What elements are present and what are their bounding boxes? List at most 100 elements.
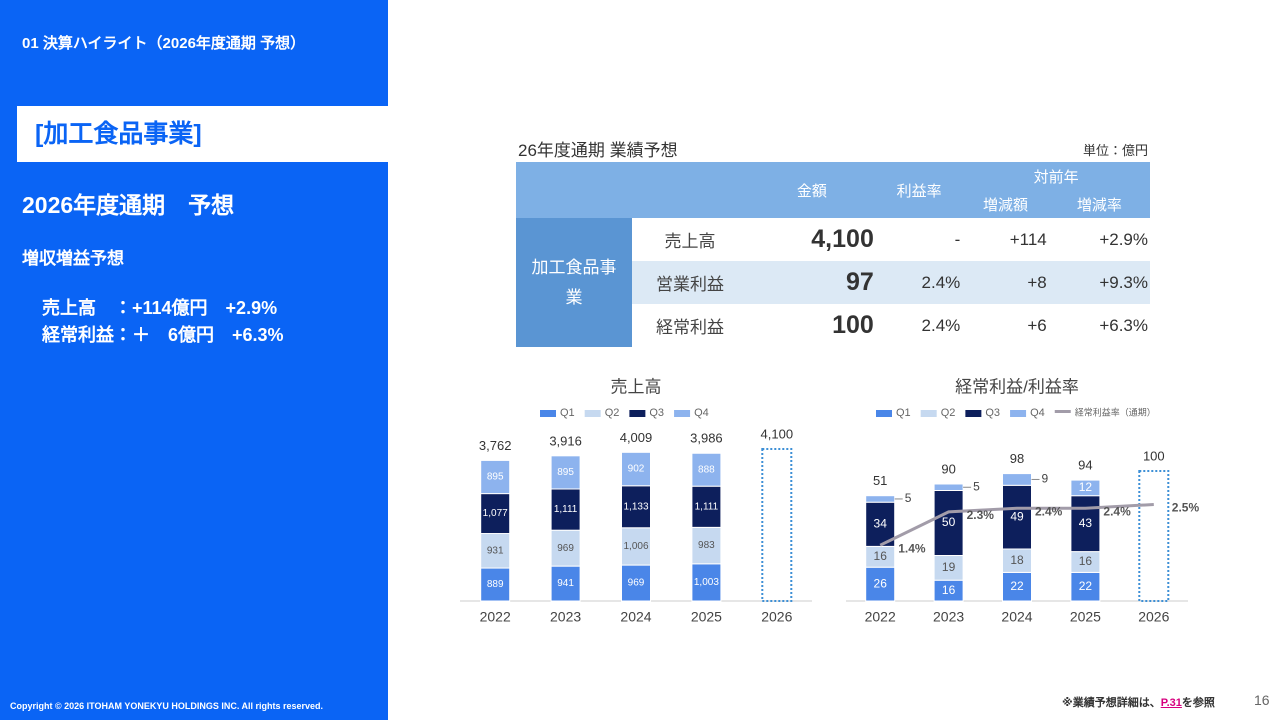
x-tick-label: 2023 — [550, 609, 581, 625]
legend-label: Q2 — [605, 407, 620, 419]
data-label: 34 — [874, 516, 888, 530]
chart-title: 経常利益/利益率 — [955, 377, 1079, 396]
bar-segment — [691, 526, 722, 565]
total-label: 100 — [1143, 448, 1165, 463]
bar-segment — [550, 488, 581, 531]
bar-segment — [550, 455, 581, 490]
bar-segment — [865, 566, 896, 602]
footnote: ※業績予想詳細は、P.31を参照 — [1062, 694, 1215, 710]
copyright: Copyright © 2026 ITOHAM YONEKYU HOLDINGS… — [10, 701, 324, 711]
cell: - — [954, 229, 961, 249]
total-label: 90 — [941, 461, 955, 476]
bar-segment — [691, 485, 722, 528]
legend-label: Q1 — [560, 407, 575, 419]
total-label: 94 — [1078, 458, 1092, 473]
data-label: 16 — [1079, 554, 1093, 568]
data-label: 931 — [487, 545, 504, 556]
data-label: 22 — [1010, 579, 1024, 593]
header-cell: 利益率 — [875, 162, 963, 218]
bar-segment — [691, 563, 722, 602]
forecast-box — [761, 448, 793, 602]
data-label: 5 — [905, 491, 912, 505]
data-label: 983 — [698, 540, 715, 551]
forecast-box — [1138, 470, 1170, 602]
cell: +6.3% — [1099, 315, 1148, 335]
bar-segment — [480, 493, 511, 535]
line-label: 2.4% — [1035, 504, 1063, 518]
data-label: 969 — [628, 578, 645, 589]
x-tick-label: 2026 — [761, 609, 792, 625]
data-label: 895 — [557, 467, 574, 478]
bar-segment — [621, 564, 651, 602]
row: 営業利益 97 2.4% +8 +9.3% — [516, 261, 1150, 304]
legend-swatch — [540, 410, 556, 417]
row-label: 経常利益 — [656, 318, 724, 337]
data-label: 49 — [1010, 509, 1024, 523]
data-label: 22 — [1079, 579, 1093, 593]
x-tick-label: 2026 — [1138, 609, 1169, 625]
data-label: 1,111 — [695, 501, 719, 512]
header-cell: 対前年 — [962, 162, 1150, 190]
x-tick-label: 2023 — [933, 609, 964, 625]
legend-label: Q1 — [896, 407, 911, 419]
line-label: 2.5% — [1172, 501, 1200, 515]
cell: 2.4% — [875, 261, 963, 304]
data-label: 12 — [1079, 480, 1093, 494]
legend-label: Q3 — [649, 407, 664, 419]
row-label: 売上高 — [664, 232, 716, 251]
chart-title: 売上高 — [611, 377, 662, 396]
data-label: 9 — [1042, 472, 1049, 486]
x-tick-label: 2022 — [865, 609, 896, 625]
bar-segment — [1070, 571, 1101, 602]
legend-swatch — [1010, 410, 1027, 417]
data-label: 888 — [698, 464, 715, 475]
total-label: 3,986 — [690, 431, 723, 446]
total-label: 3,916 — [549, 433, 582, 448]
line-label: 2.4% — [1103, 504, 1131, 518]
page-link[interactable]: P.31 — [1160, 697, 1182, 709]
legend-label: Q4 — [1030, 407, 1045, 419]
bar-segment — [1070, 479, 1101, 497]
bar-segment — [691, 452, 722, 487]
legend-swatch — [965, 410, 982, 417]
cell: +9.3% — [1048, 261, 1150, 304]
data-label: 969 — [557, 543, 574, 554]
total-label: 3,762 — [479, 438, 512, 453]
legend-swatch — [674, 410, 691, 417]
group-cell: 加工食品事業 — [516, 218, 632, 347]
ratio-line — [879, 503, 1154, 547]
header-cell: 増減額 — [962, 190, 1049, 218]
legend-label: Q3 — [985, 407, 1000, 419]
data-label: 941 — [557, 578, 574, 589]
header-cell: 金額 — [748, 162, 876, 218]
cell: 4,100 — [811, 225, 874, 253]
legend-label: 経常利益率（通期） — [1075, 406, 1156, 417]
bar-segment — [480, 567, 511, 602]
header-cell: 増減率 — [1048, 190, 1150, 218]
page-number: 16 — [1254, 692, 1270, 708]
section-title: 01 決算ハイライト（2026年度通期 予想） — [22, 35, 306, 52]
bar-segment — [865, 495, 896, 503]
x-tick-label: 2024 — [620, 609, 651, 625]
bar-segment — [550, 565, 581, 602]
bar-segment — [1002, 484, 1032, 550]
cell: 100 — [832, 311, 874, 339]
cell: +6 — [1027, 315, 1047, 335]
bar-segment — [621, 451, 651, 487]
cell: 2.4% — [921, 315, 961, 335]
segment-title: [加工食品事業] — [17, 106, 388, 162]
data-label: 1,077 — [483, 508, 508, 519]
legend-swatch — [629, 410, 646, 417]
data-label: 16 — [874, 549, 888, 563]
cell: +8 — [962, 261, 1049, 304]
total-label: 98 — [1010, 451, 1024, 466]
data-label: 889 — [487, 579, 504, 590]
data-label: 43 — [1079, 516, 1093, 530]
total-label: 4,100 — [761, 426, 794, 441]
summary-line: 経常利益：＋ 6億円 +6.3% — [42, 325, 284, 345]
x-tick-label: 2025 — [691, 609, 722, 625]
total-label: 4,009 — [620, 430, 653, 445]
data-label: 50 — [942, 515, 956, 529]
